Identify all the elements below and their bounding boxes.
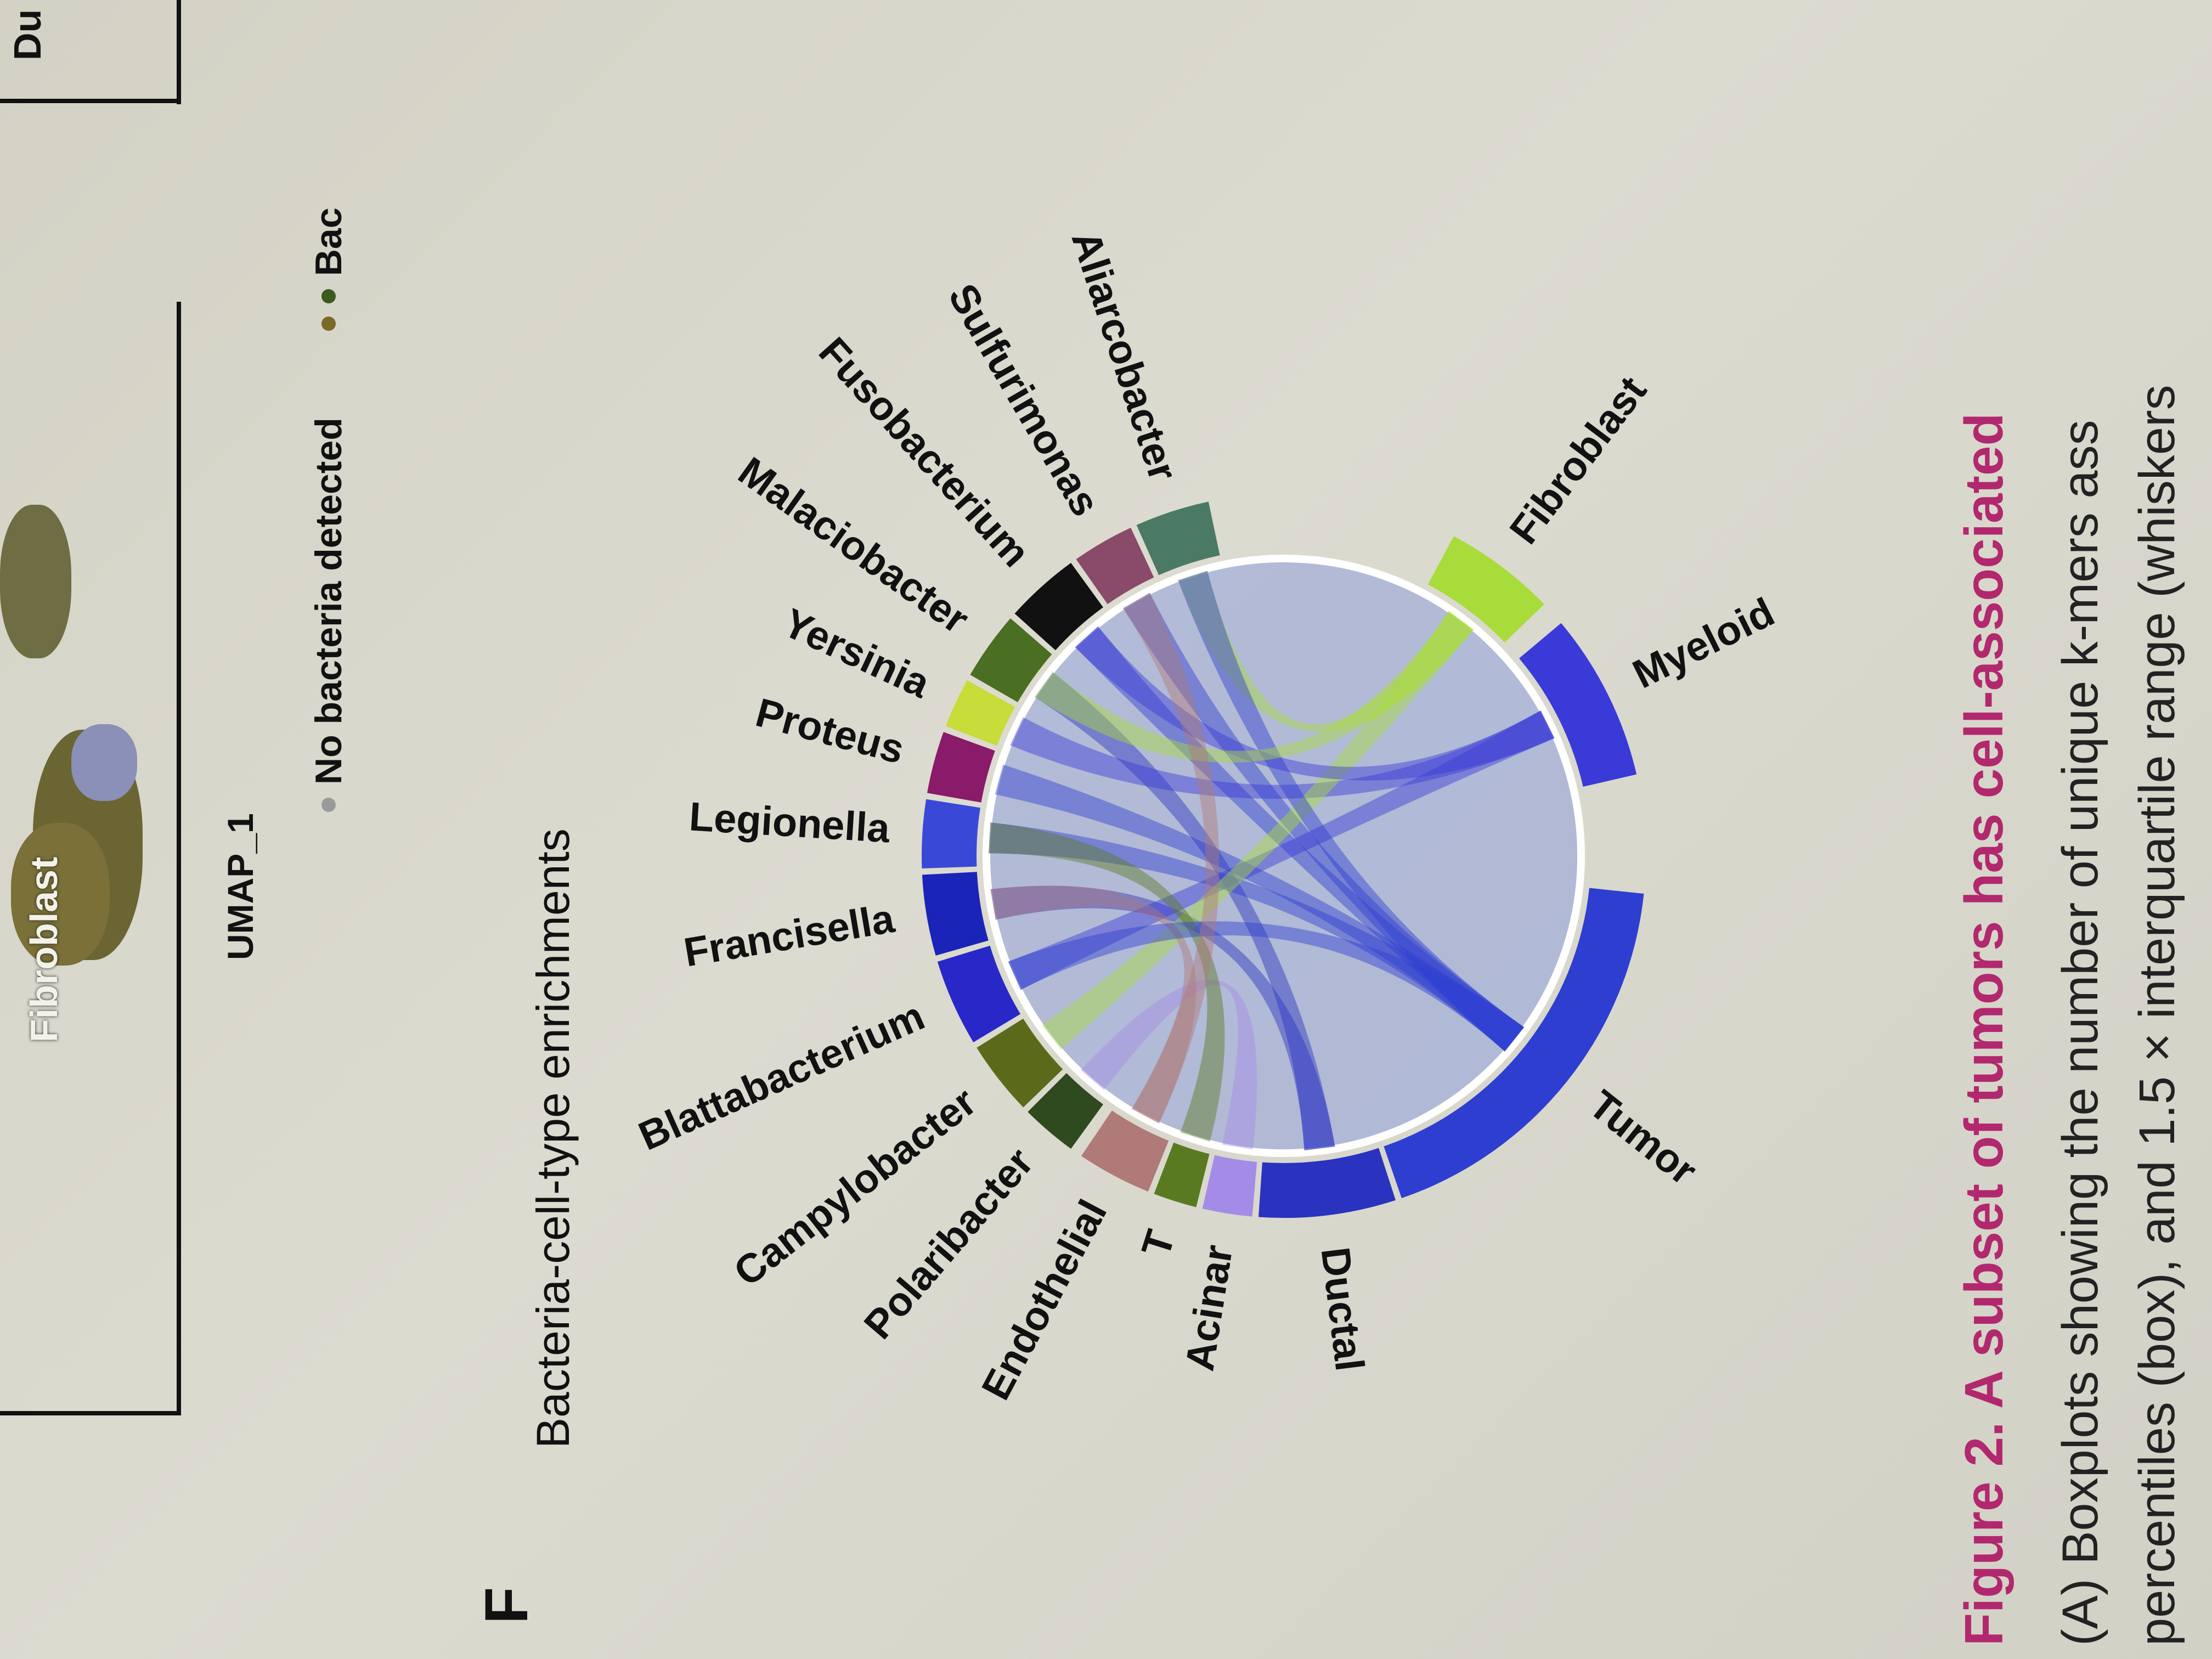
chord-ribbon xyxy=(989,822,1225,1142)
bacteria-arc-yersinia xyxy=(945,680,1015,746)
chord-ribbon xyxy=(1122,592,1524,1052)
chord-ribbon xyxy=(989,822,1524,1052)
chord-ribbon xyxy=(1075,626,1555,781)
bacteria-arc-sulfurimonas xyxy=(1076,527,1154,605)
celltype-label-t: T xyxy=(1133,1224,1184,1262)
umap-panel-fragment: Fibroblast Du xyxy=(0,0,181,1415)
chord-arcs xyxy=(922,501,1644,1218)
chord-ribbon xyxy=(1178,571,1474,732)
chord-ribbon xyxy=(1035,611,1474,763)
umap-cluster-blob xyxy=(11,823,110,966)
chord-ribbon xyxy=(1008,921,1524,1052)
caption-title: Figure 2. A subset of tumors has cell-as… xyxy=(1954,413,2014,1646)
bacteria-label-proteus: Proteus xyxy=(751,690,909,772)
chord-ribbon xyxy=(1008,710,1555,990)
celltype-arc-myeloid xyxy=(1519,623,1637,787)
chord-ribbon xyxy=(1178,571,1524,1052)
bacteria-arc-polaribacter xyxy=(1028,1073,1103,1149)
chord-ribbon xyxy=(1010,710,1555,799)
celltype-label-acinar: Acinar xyxy=(1176,1242,1241,1374)
caption-line-2: percentiles (box), and 1.5 × interquarti… xyxy=(2129,385,2185,1646)
umap-cluster-blob xyxy=(0,505,71,658)
bacteria-arc-malaciobacter xyxy=(970,618,1052,702)
celltype-label-ductal: Ductal xyxy=(1312,1245,1373,1374)
chord-ribbon xyxy=(1080,979,1257,1150)
celltype-label-fibroblast: Fibroblast xyxy=(1500,368,1655,552)
bacteria-arc-aliarcobacter xyxy=(1136,501,1220,575)
celltype-arc-fibroblast xyxy=(1427,536,1544,642)
chord-ribbon xyxy=(1122,592,1220,1124)
bacteria-arc-legionella xyxy=(922,799,980,869)
celltype-label-myeloid: Myeloid xyxy=(1626,589,1781,697)
celltype-arc-endothelial xyxy=(1081,1110,1169,1192)
chord-inner-circle xyxy=(983,555,1585,1157)
chord-links xyxy=(983,555,1585,1157)
bacteria-arc-francisella xyxy=(922,872,989,956)
chord-ribbon xyxy=(1075,626,1524,1052)
bacteria-label-francisella: Francisella xyxy=(681,895,898,975)
chord-ribbon xyxy=(1035,672,1335,1150)
bacteria-arc-fusobacterium xyxy=(1014,563,1103,651)
chord-ribbon xyxy=(995,764,1524,1052)
chord-ribbon xyxy=(990,885,1197,1124)
umap-frame-right xyxy=(177,302,181,1415)
celltype-arc-t xyxy=(1154,1142,1210,1207)
celltype-arc-acinar xyxy=(1202,1155,1257,1217)
umap-frame-edge xyxy=(177,0,181,104)
celltype-arc-tumor xyxy=(1384,888,1644,1199)
bacteria-label-yersinia: Yersinia xyxy=(776,600,937,707)
bacteria-arc-proteus xyxy=(927,732,995,803)
bacteria-label-legionella: Legionella xyxy=(688,793,891,851)
bacteria-arc-campylobacter xyxy=(977,1018,1063,1108)
chord-ribbon xyxy=(990,885,1335,1150)
bacteria-arc-blattabacterium xyxy=(937,945,1020,1042)
celltype-label-tumor: Tumor xyxy=(1581,1081,1706,1194)
chord-ribbon xyxy=(1042,611,1474,1049)
celltype-arc-ductal xyxy=(1258,1148,1396,1218)
umap-cluster-blob xyxy=(71,724,137,801)
bacteria-label-aliarcobacter: Aliarcobacter xyxy=(1063,225,1187,486)
umap-frame-top xyxy=(0,99,181,103)
caption-line-1: (A) Boxplots showing the number of uniqu… xyxy=(2052,420,2108,1646)
umap-frame-bottom xyxy=(0,1411,181,1415)
